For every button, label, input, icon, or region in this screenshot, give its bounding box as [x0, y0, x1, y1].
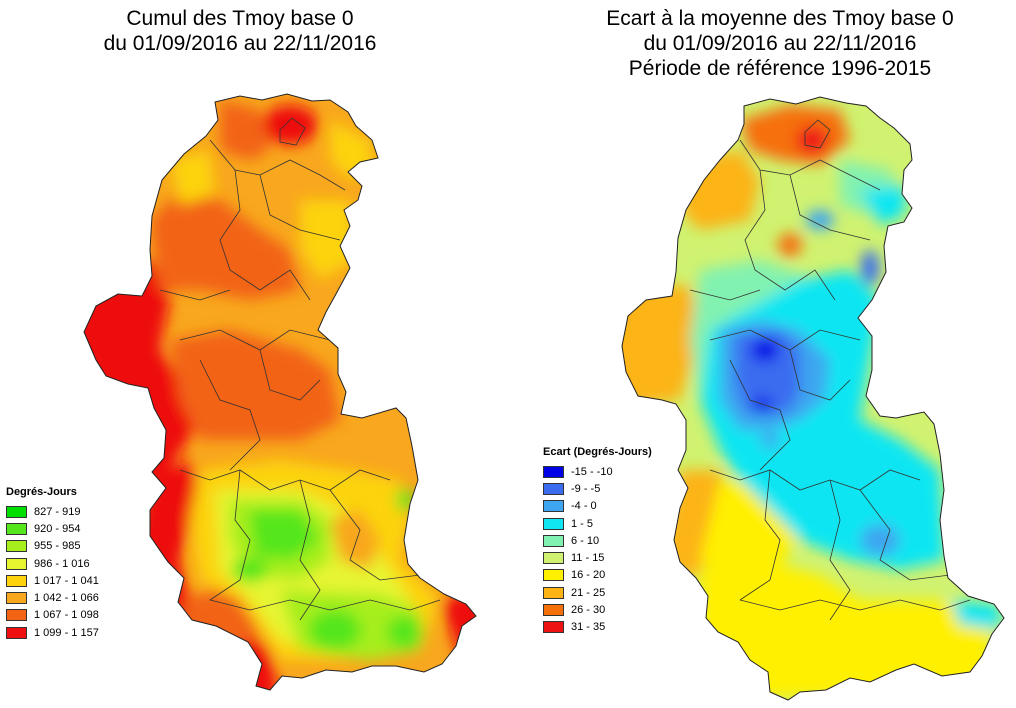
right-legend-item: -4 - 0 [543, 498, 652, 515]
left-title-line-1: Cumul des Tmoy base 0 [126, 7, 354, 30]
right-legend-swatch [543, 534, 564, 547]
left-legend-swatch [6, 505, 27, 518]
left-legend-item: 955 - 985 [6, 538, 99, 555]
left-legend-item: 827 - 919 [6, 503, 99, 520]
left-legend-label: 920 - 954 [34, 522, 81, 535]
right-legend-item: 21 - 25 [543, 584, 652, 601]
right-legend-item: -15 - -10 [543, 463, 652, 480]
left-map-outline [83, 93, 477, 691]
right-legend-item: 1 - 5 [543, 515, 652, 532]
left-legend-label: 827 - 919 [34, 505, 81, 518]
left-legend-item: 920 - 954 [6, 520, 99, 537]
right-legend-swatch [543, 517, 564, 530]
right-legend-swatch [543, 482, 564, 495]
right-legend-swatch [543, 552, 564, 565]
right-map-zones [622, 105, 1000, 700]
left-legend-swatch [6, 609, 27, 622]
left-legend-label: 955 - 985 [34, 540, 81, 553]
left-legend-label: 1 042 - 1 066 [34, 592, 99, 605]
left-legend-item: 986 - 1 016 [6, 555, 99, 572]
left-legend-label: 1 017 - 1 041 [34, 574, 99, 587]
right-legend-swatch [543, 569, 564, 582]
left-map-title: Cumul des Tmoy base 0 du 01/09/2016 au 2… [40, 6, 440, 56]
left-legend-swatch [6, 522, 27, 535]
left-legend-label: 1 099 - 1 157 [34, 626, 99, 639]
left-legend-swatch [6, 557, 27, 570]
right-legend: Ecart (Degrés-Jours) -15 - -10 -9 - -5 -4 … [543, 446, 652, 636]
right-title-line-1: Ecart à la moyenne des Tmoy base 0 [606, 7, 954, 30]
left-map [84, 94, 476, 690]
right-legend-label: 11 - 15 [571, 552, 605, 565]
left-legend-swatch [6, 574, 27, 587]
right-legend-swatch [543, 604, 564, 617]
left-legend-label: 986 - 1 016 [34, 557, 90, 570]
left-legend: Degrés-Jours 827 - 919 920 - 954 955 - 985… [6, 486, 99, 641]
left-map-boundaries [159, 117, 441, 621]
left-legend-label: 1 067 - 1 098 [34, 609, 99, 622]
right-legend-label: 26 - 30 [571, 604, 606, 617]
right-legend-item: 31 - 35 [543, 619, 652, 636]
right-legend-label: 31 - 35 [571, 621, 606, 634]
left-legend-rows: 827 - 919 920 - 954 955 - 985 986 - 1 016 1 … [6, 503, 99, 641]
right-legend-item: 11 - 15 [543, 549, 652, 566]
right-legend-swatch [543, 500, 564, 513]
right-legend-label: 16 - 20 [571, 569, 606, 582]
right-legend-item: 26 - 30 [543, 601, 652, 618]
right-legend-label: 6 - 10 [571, 534, 600, 547]
left-legend-item: 1 099 - 1 157 [6, 624, 99, 641]
left-legend-title: Degrés-Jours [6, 486, 77, 498]
right-map-outline [621, 96, 1005, 701]
right-map-title: Ecart à la moyenne des Tmoy base 0 du 01… [560, 6, 1000, 81]
right-map-boundaries [689, 119, 971, 621]
right-legend-label: -15 - -10 [571, 465, 613, 478]
right-legend-swatch [543, 586, 564, 599]
right-legend-label: -9 - -5 [571, 482, 601, 495]
right-legend-title: Ecart (Degrés-Jours) [543, 446, 652, 458]
right-legend-item: 16 - 20 [543, 567, 652, 584]
right-legend-label: 1 - 5 [571, 517, 594, 530]
right-legend-label: -4 - 0 [571, 500, 597, 513]
right-legend-item: 6 - 10 [543, 532, 652, 549]
right-title-line-2: du 01/09/2016 au 22/11/2016 [643, 32, 917, 55]
right-legend-swatch [543, 621, 564, 634]
left-legend-swatch [6, 592, 27, 605]
right-title-line-3: Période de référence 1996-2015 [628, 57, 932, 80]
left-legend-item: 1 042 - 1 066 [6, 589, 99, 606]
left-legend-item: 1 017 - 1 041 [6, 572, 99, 589]
right-legend-label: 21 - 25 [571, 586, 606, 599]
right-legend-swatch [543, 465, 564, 478]
left-legend-swatch [6, 626, 27, 639]
right-map [622, 97, 1004, 700]
left-legend-item: 1 067 - 1 098 [6, 607, 99, 624]
right-legend-item: -9 - -5 [543, 480, 652, 497]
right-legend-rows: -15 - -10 -9 - -5 -4 - 0 1 - 5 6 - 10 11 - 15… [543, 463, 652, 636]
left-legend-swatch [6, 540, 27, 553]
left-title-line-2: du 01/09/2016 au 22/11/2016 [103, 32, 377, 55]
